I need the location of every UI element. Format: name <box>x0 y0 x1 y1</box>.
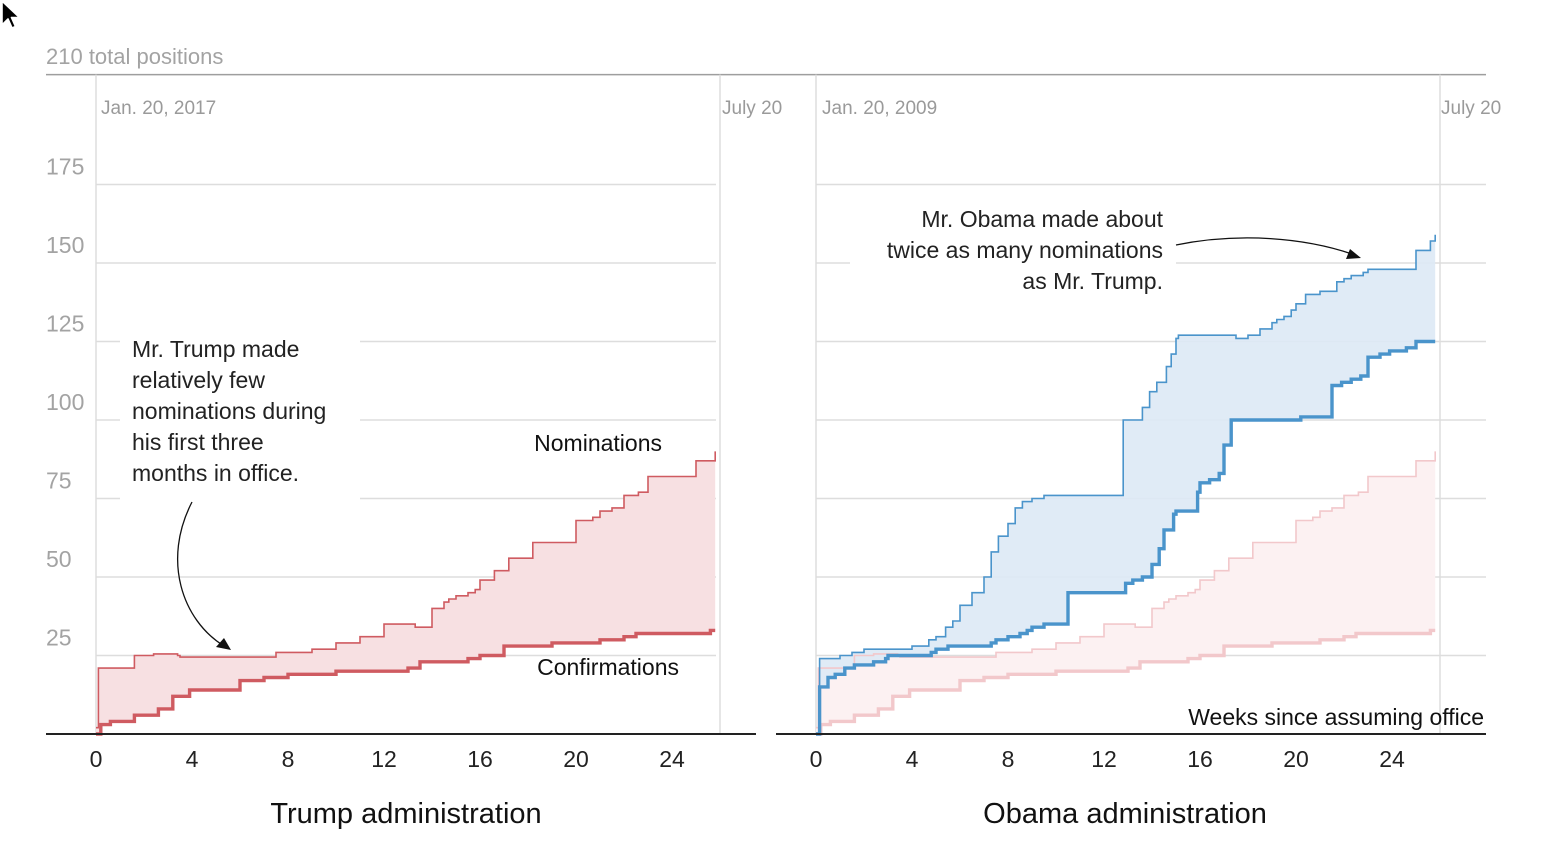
trump-annotation: Mr. Trump made relatively few nomination… <box>120 332 360 650</box>
trump-annotation-bg <box>120 332 360 500</box>
y-tick-label: 100 <box>46 389 84 415</box>
x-tick-label: 12 <box>1091 746 1117 772</box>
trump-nominations-line <box>96 451 716 729</box>
trump-annotation-line-2: relatively few <box>132 367 265 393</box>
y-tick-label: 150 <box>46 232 84 258</box>
trump-panel-title: Trump administration <box>270 798 541 830</box>
line-layer <box>96 234 1436 736</box>
x-tick-label: 16 <box>467 746 493 772</box>
obama-confirmations-line <box>816 339 1436 736</box>
trump-annotation-arrowhead <box>216 638 231 650</box>
y-tick-label: 25 <box>46 625 72 651</box>
trump-annotation-line-3: nominations during <box>132 398 326 424</box>
obama-annotation-line-2: twice as many nominations <box>887 237 1163 263</box>
trump-annotation-arrow <box>177 501 225 647</box>
y-tick-label: 175 <box>46 154 84 180</box>
top-axis-group: 210 total positions <box>46 44 223 69</box>
x-tick-label: 8 <box>1002 746 1015 772</box>
obama-end-date-label: July 20 <box>1441 98 1501 119</box>
x-axis-note: Weeks since assuming office <box>1188 704 1484 730</box>
obama-start-date-label: Jan. 20, 2009 <box>822 98 937 119</box>
series-label-confirmations: Confirmations <box>537 654 679 680</box>
obama-panel-title: Obama administration <box>983 798 1267 830</box>
obama-annotation-arrowhead <box>1346 249 1361 259</box>
x-tick-label: 4 <box>186 746 199 772</box>
x-tick-label: 24 <box>659 746 685 772</box>
y-tick-label: 75 <box>46 468 72 494</box>
obama-band-area <box>816 234 1436 734</box>
trump-end-date-label: July 20 <box>722 98 782 119</box>
trump-band-area <box>96 451 716 734</box>
series-label-nominations: Nominations <box>534 430 662 456</box>
trump-confirmations-line <box>96 628 716 736</box>
trump-annotation-line-5: months in office. <box>132 460 299 486</box>
x-tick-label: 20 <box>1283 746 1309 772</box>
obama-panel-labels: Jan. 20, 2009 July 20 Obama administrati… <box>822 98 1501 830</box>
obama-annotation-arrow <box>1175 237 1353 255</box>
x-tick-label: 24 <box>1379 746 1405 772</box>
x-tick-label: 16 <box>1187 746 1213 772</box>
cursor-icon <box>1 0 21 29</box>
x-tick-label: 20 <box>563 746 589 772</box>
obama-annotation: Mr. Obama made about twice as many nomin… <box>850 202 1361 302</box>
x-tick-label: 0 <box>810 746 823 772</box>
obama-annotation-line-3: as Mr. Trump. <box>1022 268 1163 294</box>
obama-annotation-line-1: Mr. Obama made about <box>921 206 1163 232</box>
trump-ghost-band-area <box>816 451 1436 734</box>
axis-layer: 25 50 75 100 125 150 175 0 4 8 12 16 20 24 0 4 8 12 16 20 24 <box>46 154 1486 772</box>
trump-ghost-confirmations-line <box>816 628 1436 736</box>
x-tick-label: 8 <box>282 746 295 772</box>
y-tick-label: 125 <box>46 311 84 337</box>
obama-nominations-line <box>816 234 1436 735</box>
area-layer <box>96 234 1436 734</box>
trump-annotation-line-4: his first three <box>132 429 264 455</box>
total-positions-label: 210 total positions <box>46 44 223 69</box>
obama-annotation-bg <box>850 202 1176 302</box>
trump-ghost-nominations-line <box>816 451 1436 729</box>
y-tick-label: 50 <box>46 546 72 572</box>
x-tick-label: 0 <box>90 746 103 772</box>
trump-panel-labels: Jan. 20, 2017 July 20 Nominations Confir… <box>101 98 782 830</box>
trump-start-date-label: Jan. 20, 2017 <box>101 98 216 119</box>
x-tick-label: 12 <box>371 746 397 772</box>
trump-annotation-line-1: Mr. Trump made <box>132 336 299 362</box>
x-tick-label: 4 <box>906 746 919 772</box>
